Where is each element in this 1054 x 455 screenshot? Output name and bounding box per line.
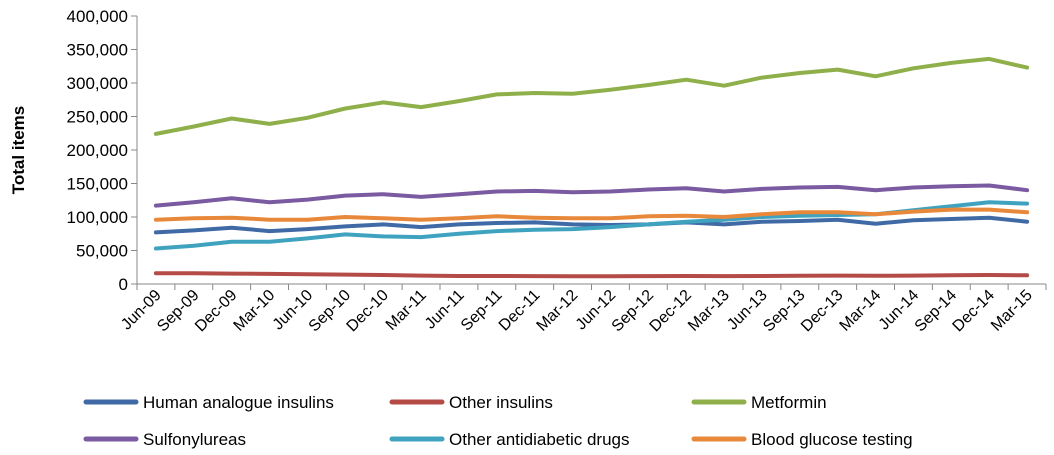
x-axis-ticks: Jun-09Sep-09Dec-09Mar-10Jun-10Sep-10Dec-… [118, 284, 1047, 336]
x-tick-label: Dec-13 [798, 287, 847, 336]
y-axis-ticks: 0 50,000 100,000 150,000 200,000 250,000 300,0… [67, 7, 137, 294]
series-line-blood-glucose-testing [153, 207, 1030, 222]
legend-item: Other insulins [389, 393, 553, 412]
x-tick-label: Dec-11 [496, 287, 544, 335]
y-tick-label: 50,000 [76, 242, 128, 261]
x-tick-label: Dec-12 [647, 287, 696, 336]
x-tick-label: Sep-11 [458, 287, 506, 335]
series-line-sulfonylureas [153, 183, 1030, 208]
y-tick-label: 350,000 [67, 41, 128, 60]
y-tick-label: 250,000 [67, 108, 128, 127]
x-tick-label: Mar-13 [685, 287, 733, 335]
series-line-other-insulins [153, 271, 1030, 279]
x-tick-label: Mar-12 [534, 287, 582, 335]
series-line-human-analogue-insulins [153, 215, 1030, 235]
series-line-metformin [153, 56, 1030, 136]
legend-item: Metformin [691, 393, 827, 412]
y-axis-label: Total items [9, 106, 28, 194]
legend-label: Metformin [751, 393, 827, 412]
legend-label: Human analogue insulins [143, 393, 334, 412]
y-tick-label: 150,000 [67, 175, 128, 194]
x-tick-label: Mar-14 [837, 287, 885, 335]
y-tick-label: 200,000 [67, 141, 128, 160]
x-tick-label: Mar-10 [231, 287, 279, 335]
x-tick-label: Mar-11 [383, 287, 430, 334]
legend-item: Sulfonylureas [83, 430, 246, 449]
series-lines [153, 56, 1030, 279]
legend-label: Other antidiabetic drugs [449, 430, 630, 449]
legend-item: Other antidiabetic drugs [389, 430, 630, 449]
legend-label: Sulfonylureas [143, 430, 246, 449]
legend-label: Blood glucose testing [751, 430, 913, 449]
legend: Human analogue insulins Other insulins Met… [83, 393, 913, 449]
legend-item: Human analogue insulins [83, 393, 334, 412]
x-tick-label: Mar-15 [988, 287, 1036, 335]
legend-label: Other insulins [449, 393, 553, 412]
y-tick-label: 100,000 [67, 208, 128, 227]
y-tick-label: 300,000 [67, 74, 128, 93]
legend-item: Blood glucose testing [691, 430, 913, 449]
x-tick-label: Dec-14 [950, 287, 999, 336]
x-tick-label: Dec-09 [192, 287, 241, 336]
y-tick-label: 400,000 [67, 7, 128, 26]
x-tick-label: Dec-10 [344, 287, 393, 336]
y-tick-label: 0 [119, 275, 128, 294]
plot-area: 0 50,000 100,000 150,000 200,000 250,000 300,0… [67, 7, 1047, 336]
